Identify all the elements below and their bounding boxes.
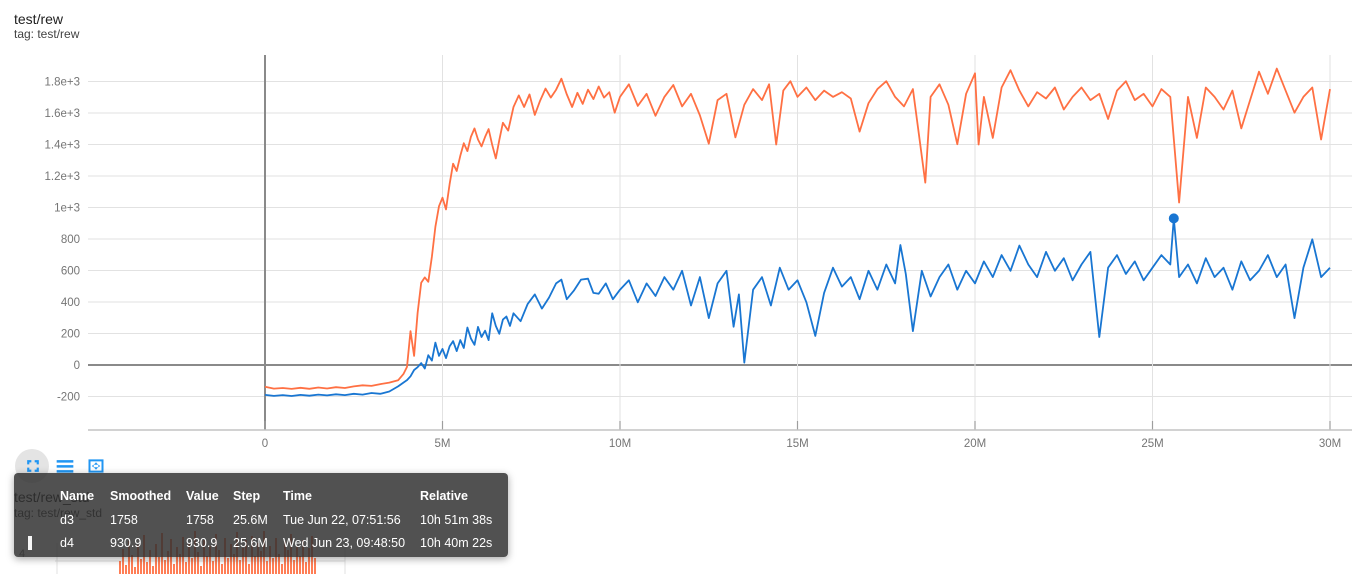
tooltip-header-row: Name Smoothed Value Step Time Relative bbox=[26, 484, 496, 508]
chart-tooltip: Name Smoothed Value Step Time Relative d… bbox=[14, 473, 508, 557]
svg-text:200: 200 bbox=[61, 329, 80, 341]
svg-text:1e+3: 1e+3 bbox=[54, 203, 80, 215]
svg-text:800: 800 bbox=[61, 234, 80, 246]
scalar-line-chart[interactable]: 1.8e+3 1.6e+3 1.4e+3 1.2e+3 1e+3 800 600 400 200… bbox=[0, 0, 1358, 460]
svg-text:5M: 5M bbox=[435, 438, 451, 450]
svg-text:30M: 30M bbox=[1319, 438, 1341, 450]
tooltip-header-smoothed: Smoothed bbox=[110, 489, 172, 503]
run-time: Tue Jun 22, 07:51:56 bbox=[283, 512, 401, 527]
svg-text:25M: 25M bbox=[1141, 438, 1163, 450]
svg-text:0: 0 bbox=[262, 438, 268, 450]
tooltip-row-d3: d3 1758 1758 25.6M Tue Jun 22, 07:51:56 … bbox=[26, 508, 496, 531]
run-name: d4 bbox=[60, 535, 74, 550]
series-d3[interactable] bbox=[264, 67, 1331, 390]
run-name: d3 bbox=[60, 512, 74, 527]
run-relative: 10h 40m 22s bbox=[420, 535, 493, 550]
tooltip-row-d4: d4 930.9 930.9 25.6M Wed Jun 23, 09:48:5… bbox=[26, 531, 496, 554]
run-step: 25.6M bbox=[233, 535, 268, 550]
run-smoothed: 930.9 bbox=[110, 535, 142, 550]
tooltip-header-step: Step bbox=[233, 489, 261, 503]
hovered-point-marker[interactable] bbox=[1168, 213, 1179, 224]
svg-text:10M: 10M bbox=[609, 438, 631, 450]
svg-text:15M: 15M bbox=[786, 438, 808, 450]
svg-text:-200: -200 bbox=[57, 392, 80, 404]
run-smoothed: 1758 bbox=[110, 512, 138, 527]
svg-text:1.4e+3: 1.4e+3 bbox=[45, 140, 81, 152]
fullscreen-expand-icon[interactable] bbox=[22, 456, 44, 476]
svg-text:1.2e+3: 1.2e+3 bbox=[45, 171, 81, 183]
run-value: 930.9 bbox=[186, 535, 218, 550]
tooltip-header-time: Time bbox=[283, 489, 312, 503]
card1-title: test/rew bbox=[14, 11, 64, 27]
run-time: Wed Jun 23, 09:48:50 bbox=[283, 535, 406, 550]
fit-domain-to-data-icon[interactable] bbox=[85, 456, 107, 476]
svg-text:0: 0 bbox=[74, 360, 80, 372]
svg-text:1.6e+3: 1.6e+3 bbox=[45, 108, 81, 120]
card1-tag: tag: test/rew bbox=[14, 27, 80, 41]
toggle-log-scale-icon[interactable] bbox=[54, 456, 76, 476]
run-step: 25.6M bbox=[233, 512, 268, 527]
run-value: 1758 bbox=[186, 512, 214, 527]
svg-text:400: 400 bbox=[61, 297, 80, 309]
svg-text:1.8e+3: 1.8e+3 bbox=[45, 77, 81, 89]
svg-text:20M: 20M bbox=[964, 438, 986, 450]
run-relative: 10h 51m 38s bbox=[420, 512, 493, 527]
tooltip-header-relative: Relative bbox=[420, 489, 468, 503]
svg-text:600: 600 bbox=[61, 266, 80, 278]
tooltip-header-value: Value bbox=[186, 489, 219, 503]
tooltip-header-name: Name bbox=[60, 489, 95, 503]
series-d4[interactable] bbox=[264, 217, 1331, 397]
